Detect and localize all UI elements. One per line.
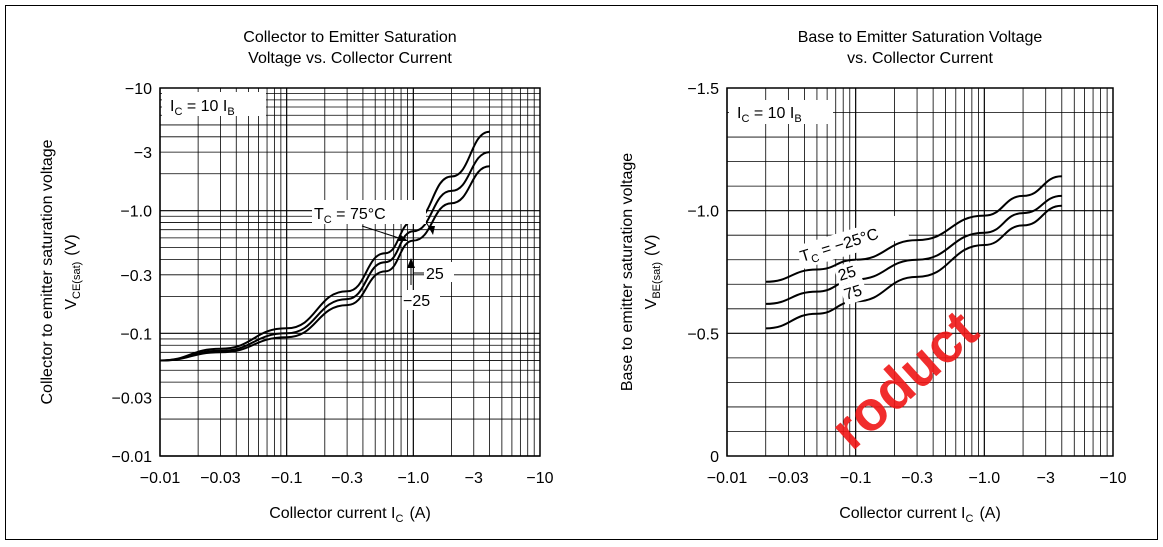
curve-label-bg-m25 — [402, 290, 440, 310]
x-tick-label: −0.01 — [140, 470, 181, 487]
y-tick-label: −10 — [125, 81, 152, 98]
y-tick-label: −0.5 — [687, 326, 719, 343]
curve-label-bg-25 — [833, 260, 863, 287]
chart-title-line2: vs. Collector Current — [847, 50, 993, 67]
series-line-2 — [765, 204, 1062, 330]
curve-label-bg-75 — [312, 200, 426, 224]
chart-title-line2: Voltage vs. Collector Current — [248, 50, 452, 67]
y-tick-label: −0.3 — [120, 268, 152, 285]
y-axis-symbol: VBE(sat)(V) — [643, 235, 663, 310]
curve-label-tc75: TC = 75°C — [314, 206, 386, 226]
x-tick-label: −1.0 — [969, 470, 1001, 487]
condition-label: IC = 10 IB — [737, 105, 802, 125]
y-tick-label: 0 — [710, 449, 719, 466]
x-tick-label: −10 — [1099, 470, 1126, 487]
series-line-1 — [765, 194, 1062, 305]
vce-sat-chart: Collector to Emitter Saturation Voltage … — [39, 29, 554, 525]
series-line-2 — [159, 165, 490, 362]
curve-label-25: 25 — [836, 263, 858, 284]
x-tick-label: −0.3 — [901, 470, 933, 487]
x-tick-label: −3 — [1037, 470, 1055, 487]
arrow-25 — [407, 258, 415, 268]
x-tick-label: −10 — [526, 470, 553, 487]
condition-label: IC = 10 IB — [170, 98, 235, 118]
condition-label-bg — [729, 100, 833, 124]
curve-label-m25: −25 — [403, 293, 430, 310]
x-tick-label: −1.0 — [398, 470, 430, 487]
plot-frame — [159, 87, 541, 457]
vbe-sat-chart: Base to Emitter Saturation Voltage vs. C… — [619, 29, 1127, 525]
series-line-0 — [159, 130, 490, 362]
y-axis-label: Collector to emitter saturation voltage — [39, 139, 56, 404]
x-tick-label: −0.01 — [707, 470, 748, 487]
x-tick-label: −0.1 — [840, 470, 872, 487]
x-tick-label: −3 — [465, 470, 483, 487]
y-tick-label: −3 — [134, 145, 152, 162]
curve-label-bg-m25 — [795, 213, 910, 270]
watermark: roduct — [818, 298, 990, 461]
x-tick-labels: −0.01 −0.03 −0.1 −0.3 −1.0 −3 −10 — [140, 470, 554, 487]
x-axis-label: Collector current IC (A) — [269, 505, 431, 525]
curve-label-25: 25 — [426, 266, 444, 283]
y-tick-label: −0.01 — [112, 449, 153, 466]
x-tick-labels: −0.01 −0.03 −0.1 −0.3 −1.0 −3 −10 — [707, 470, 1127, 487]
grid — [159, 88, 540, 457]
x-axis-label: Collector current IC (A) — [839, 505, 1001, 525]
series-line-0 — [765, 175, 1062, 283]
plot-frame — [726, 87, 1114, 457]
x-tick-label: −0.03 — [200, 470, 241, 487]
x-tick-label: −0.1 — [271, 470, 303, 487]
leader-tc75 — [361, 225, 406, 241]
curve-label-75: 75 — [842, 282, 864, 303]
y-tick-labels: −1.5 −1.0 −0.5 0 — [687, 81, 719, 466]
x-tick-label: −0.3 — [331, 470, 363, 487]
arrow-tc75-b — [428, 226, 435, 235]
figure-border — [5, 5, 1158, 540]
series-line-1 — [159, 151, 490, 362]
curve-label-bg-75 — [839, 279, 869, 306]
curves — [765, 175, 1062, 330]
condition-label-bg — [162, 92, 266, 116]
y-tick-labels: −10 −3 −1.0 −0.3 −0.1 −0.03 −0.01 — [112, 81, 153, 466]
chart-title-line1: Collector to Emitter Saturation — [243, 29, 456, 46]
y-tick-label: −0.1 — [120, 326, 152, 343]
x-tick-label: −0.03 — [768, 470, 809, 487]
y-tick-label: −1.5 — [687, 81, 719, 98]
y-axis-symbol: VCE(sat)(V) — [63, 234, 83, 309]
curve-label-bg-25 — [424, 262, 454, 282]
y-axis-label: Base to emitter saturation voltage — [619, 153, 636, 391]
y-tick-label: −1.0 — [120, 204, 152, 221]
y-tick-label: −1.0 — [687, 204, 719, 221]
arrow-tc75 — [398, 235, 408, 241]
y-tick-label: −0.03 — [112, 390, 153, 407]
chart-title-line1: Base to Emitter Saturation Voltage — [798, 29, 1043, 46]
curves — [159, 130, 490, 362]
